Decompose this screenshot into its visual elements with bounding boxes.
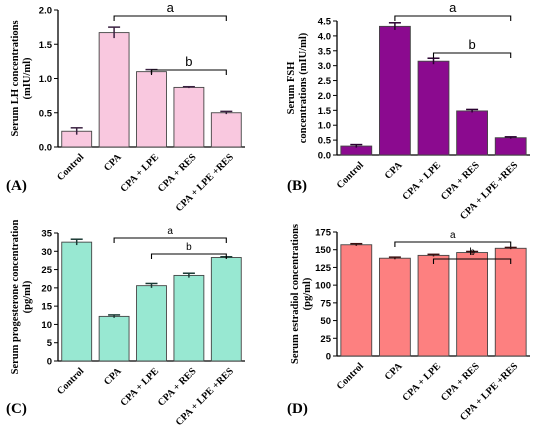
y-axis-label: Serum LH concentrations(mIU/ml) bbox=[10, 20, 33, 136]
y-tick-label: 75 bbox=[320, 298, 331, 309]
bar-cpa bbox=[98, 32, 130, 148]
y-tick-label: 125 bbox=[315, 263, 332, 274]
significance-bracket-a bbox=[394, 15, 512, 21]
x-tick-label: CPA bbox=[102, 365, 124, 387]
bar-cpa-res bbox=[173, 274, 205, 362]
y-tick-label: 25 bbox=[41, 265, 52, 276]
bar-chart-panel-2: 0.0 0.5 1.0 1.5 2.0 2.5 3.0 3.5 4.0 4.5 Serum FSHc… bbox=[286, 0, 530, 222]
x-tick-label: CPA + LPE bbox=[118, 366, 161, 409]
bar-cpa-res bbox=[456, 252, 488, 357]
y-tick-label: 2.0 bbox=[318, 91, 331, 102]
y-axis-label: Serum estradiol concentrations(pg/ml) bbox=[290, 224, 313, 364]
y-axis-label: Serum FSHconcentrations (mIU/ml) bbox=[286, 32, 309, 143]
y-tick-label: 15 bbox=[41, 302, 52, 313]
significance-bracket-a bbox=[113, 15, 227, 21]
bar-cpa bbox=[98, 315, 130, 362]
x-tick-label: Control bbox=[335, 361, 366, 392]
y-tick-label: 30 bbox=[41, 247, 52, 258]
significance-bracket-b bbox=[150, 69, 227, 75]
significance-label-b: b bbox=[186, 242, 192, 253]
x-tick-label: CPA + LPE bbox=[400, 160, 443, 203]
y-tick-label: 175 bbox=[315, 228, 332, 239]
bar-cpa bbox=[379, 25, 411, 156]
y-tick-label: 0 bbox=[326, 352, 331, 363]
y-tick-label: 4.5 bbox=[318, 17, 332, 28]
y-tick-label: 35 bbox=[41, 229, 52, 240]
bar-cpa-lpe bbox=[136, 71, 167, 148]
x-tick-label: CPA + LPE bbox=[400, 361, 443, 404]
bar-chart-panel-3: 0 5 10 15 20 25 30 35 Serum progesterone concent… bbox=[10, 219, 245, 428]
y-tick-label: 1.5 bbox=[318, 106, 332, 117]
bar-cpa-lpe bbox=[136, 285, 167, 362]
panel-label-c: (C) bbox=[6, 401, 27, 417]
bar-cpa-lpe bbox=[417, 254, 450, 357]
bar-control bbox=[61, 241, 93, 362]
significance-label-b: b bbox=[185, 54, 192, 69]
bar-cpa-lpe-res bbox=[210, 112, 242, 148]
y-tick-label: 5 bbox=[47, 338, 53, 349]
bar-cpa-lpe-res bbox=[494, 137, 527, 156]
bar-cpa-lpe bbox=[417, 60, 450, 156]
significance-bracket-a bbox=[394, 241, 512, 247]
x-tick-label: CPA bbox=[383, 360, 405, 382]
y-tick-label: 1.5 bbox=[39, 40, 53, 51]
x-tick-label: Control bbox=[55, 152, 86, 183]
significance-label-a: a bbox=[167, 0, 175, 15]
significance-bracket-b bbox=[150, 253, 227, 259]
y-tick-label: 20 bbox=[41, 283, 52, 294]
significance-label-a: a bbox=[450, 230, 456, 241]
bar-cpa-lpe-res bbox=[210, 257, 242, 362]
y-tick-label: 10 bbox=[41, 320, 52, 331]
y-tick-label: 1.0 bbox=[318, 121, 331, 132]
y-tick-label: 0 bbox=[47, 357, 52, 368]
bar-cpa-res bbox=[173, 86, 205, 148]
y-axis-label: Serum progesterone concentration(pg/ml) bbox=[10, 219, 33, 374]
y-tick-label: 150 bbox=[315, 245, 331, 256]
y-tick-label: 0.5 bbox=[39, 108, 53, 119]
y-tick-label: 25 bbox=[320, 334, 331, 345]
y-tick-label: 2.5 bbox=[318, 76, 332, 87]
significance-bracket-b bbox=[432, 52, 512, 58]
bar-control bbox=[340, 244, 373, 357]
x-tick-label: Control bbox=[335, 160, 366, 191]
x-tick-label: Control bbox=[55, 366, 86, 397]
panel-label-b: (B) bbox=[287, 178, 307, 194]
y-tick-label: 3.5 bbox=[318, 46, 332, 57]
x-tick-label: CPA bbox=[102, 151, 124, 173]
significance-label-b: b bbox=[468, 37, 475, 52]
significance-bracket-a bbox=[113, 237, 227, 243]
significance-bracket-b bbox=[432, 258, 512, 264]
y-tick-label: 2.0 bbox=[39, 6, 52, 17]
y-tick-label: 0.5 bbox=[318, 136, 332, 147]
y-tick-label: 50 bbox=[320, 316, 331, 327]
y-tick-label: 0.0 bbox=[318, 151, 331, 162]
bar-cpa-res bbox=[456, 110, 488, 156]
panel-label-a: (A) bbox=[6, 178, 27, 194]
significance-label-b: b bbox=[469, 247, 475, 258]
bar-chart-panel-1: 0.0 0.5 1.0 1.5 2.0 Serum LH concentrations(m… bbox=[10, 0, 245, 214]
x-tick-label: CPA + LPE bbox=[118, 152, 161, 195]
y-tick-label: 3.0 bbox=[318, 61, 331, 72]
y-tick-label: 1.0 bbox=[39, 74, 52, 85]
significance-label-a: a bbox=[449, 0, 457, 15]
bar-cpa bbox=[379, 257, 411, 357]
bar-cpa-lpe-res bbox=[494, 247, 527, 357]
y-tick-label: 4.0 bbox=[318, 31, 331, 42]
significance-label-a: a bbox=[167, 226, 173, 237]
x-tick-label: CPA bbox=[383, 159, 405, 181]
y-tick-label: 100 bbox=[315, 281, 331, 292]
panel-label-d: (D) bbox=[287, 401, 308, 417]
y-tick-label: 0.0 bbox=[39, 143, 52, 154]
